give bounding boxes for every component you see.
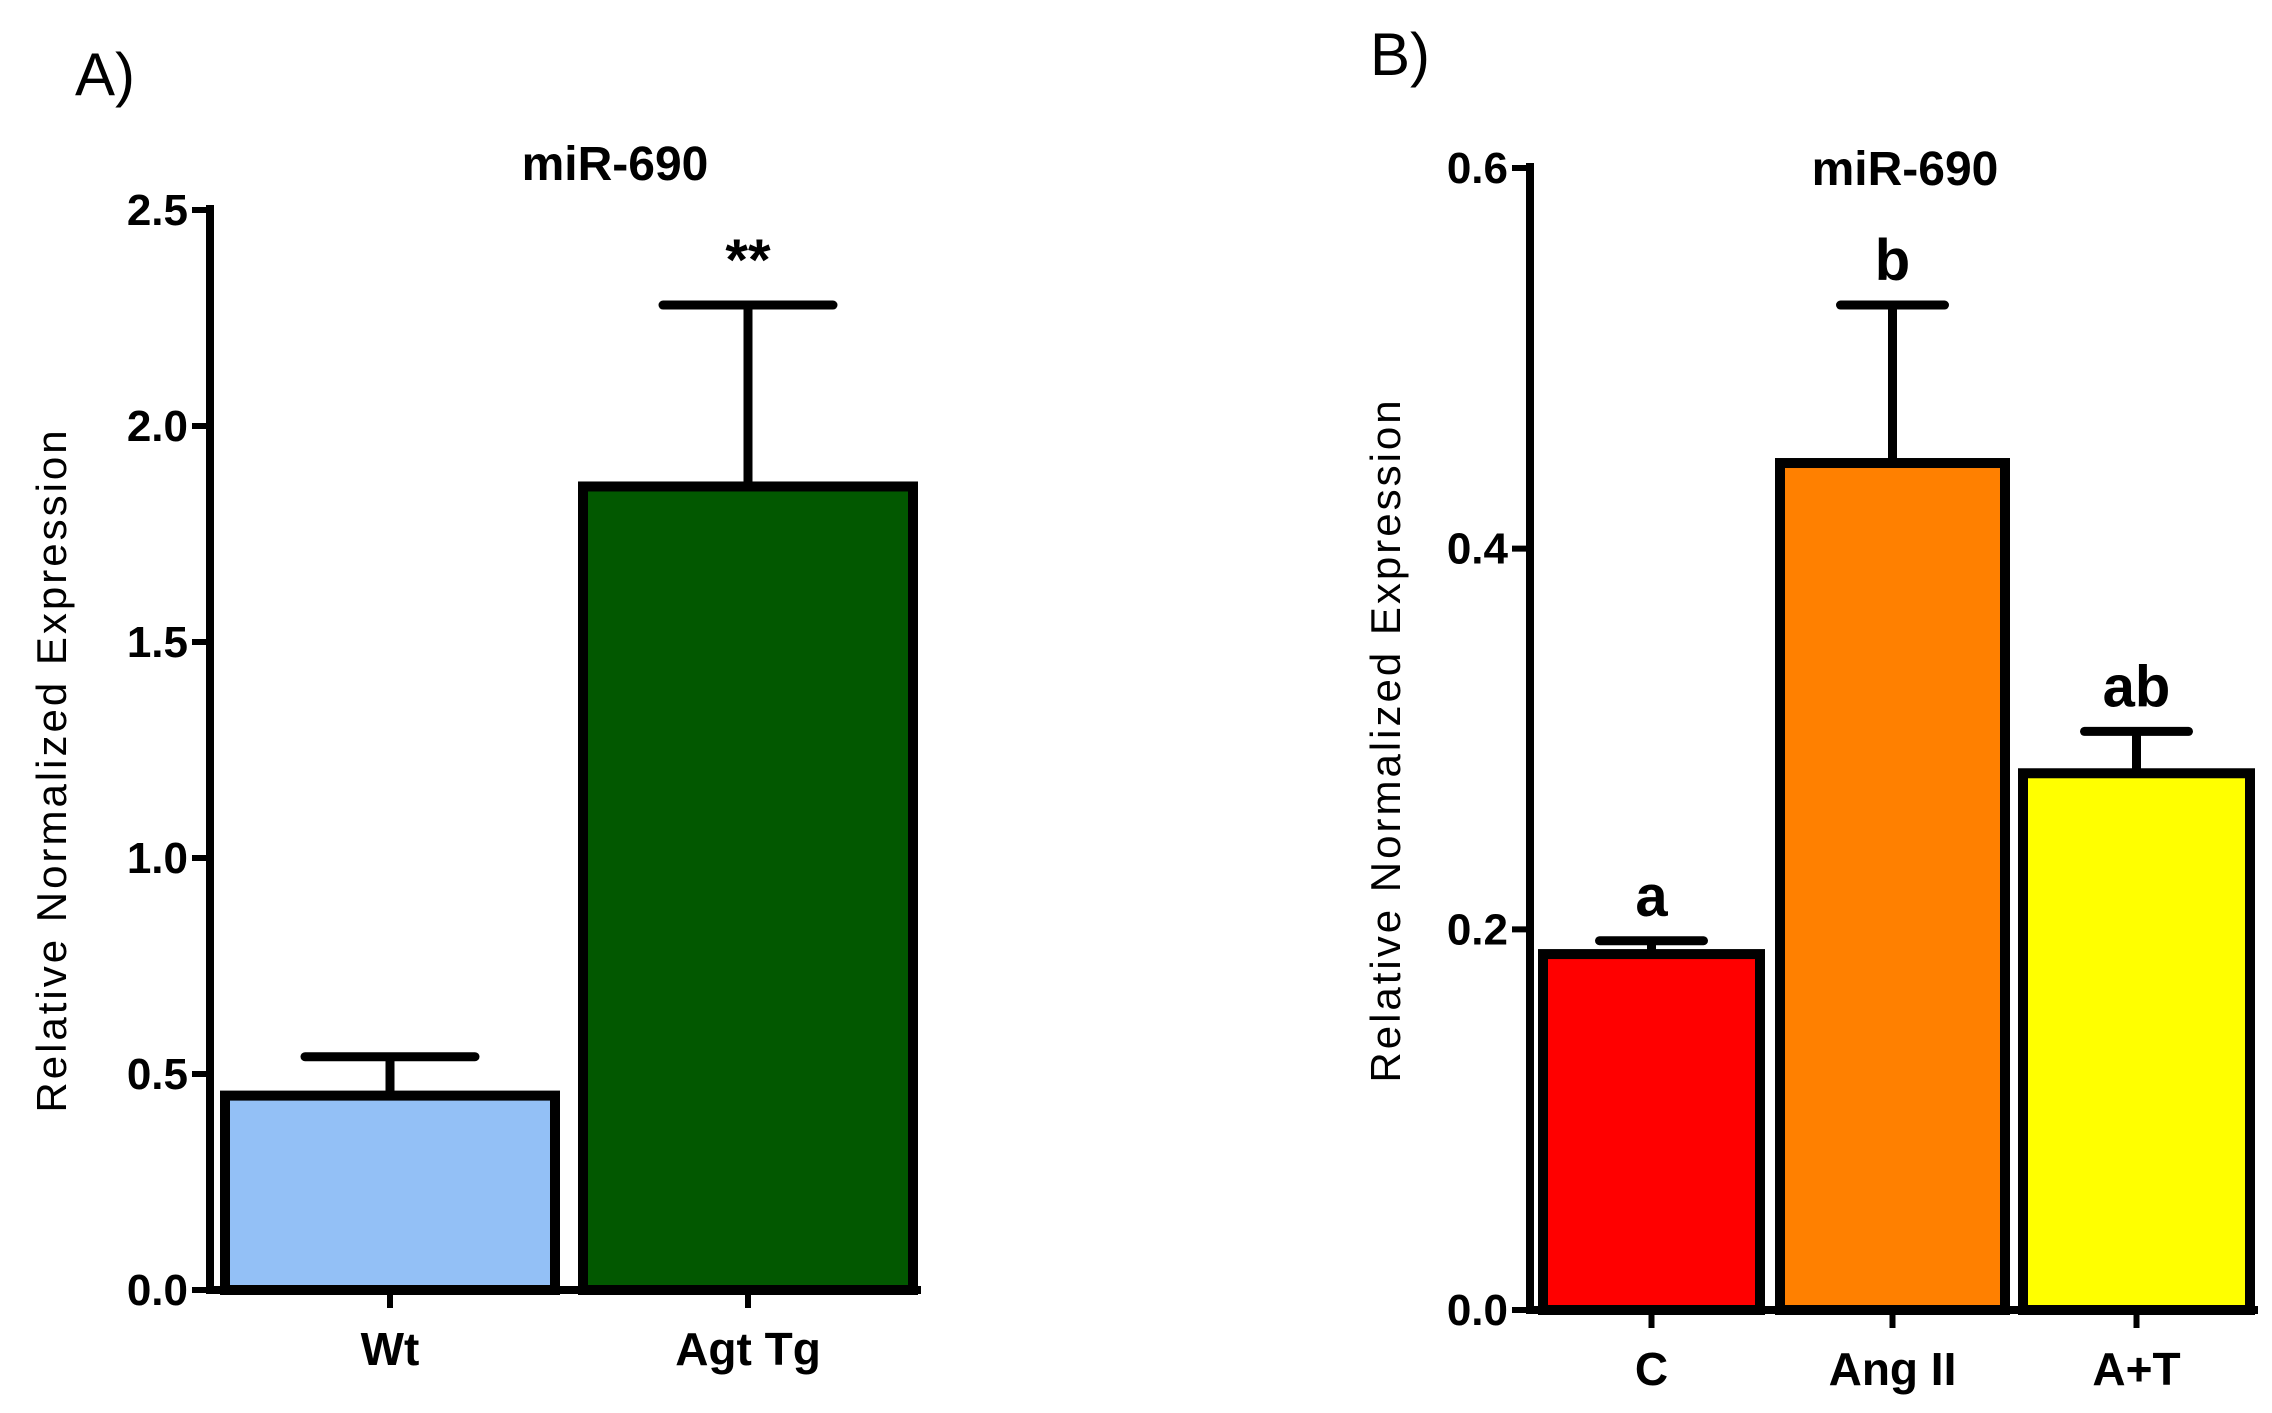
panel-a-y-tick-label-3: 1.5: [127, 618, 188, 667]
panel-a-bar-1: [578, 481, 918, 1296]
panel-a-category-label-1: Agt Tg: [675, 1323, 821, 1375]
panel-b: B) miR-690 Relative Normalized Expressio…: [1362, 21, 2258, 1395]
panel-a-y-tick-label-2: 1.0: [127, 834, 188, 883]
panel-b-bar-1: [1775, 458, 2010, 1315]
panel-b-y-tick-label-3: 0.6: [1447, 144, 1508, 193]
panel-a-y-tick-label-5: 2.5: [127, 186, 188, 235]
panel-a-y-tick-label-1: 0.5: [127, 1050, 188, 1099]
panel-a: A) miR-690 Relative Normalized Expressio…: [28, 41, 921, 1375]
panel-b-label: B): [1370, 21, 1430, 88]
panel-a-significance-label-1: **: [725, 228, 771, 293]
panel-b-significance-label-0: a: [1635, 864, 1668, 929]
panel-b-y-tick-label-2: 0.4: [1447, 525, 1509, 574]
panel-a-label: A): [75, 41, 135, 108]
panel-b-bar-0: [1538, 949, 1765, 1315]
panel-b-y-axis-label: Relative Normalized Expression: [1362, 397, 1409, 1082]
panel-b-category-label-2: A+T: [2092, 1343, 2180, 1395]
panel-b-category-label-0: C: [1635, 1343, 1668, 1395]
panel-a-y-tick-label-4: 2.0: [127, 402, 188, 451]
panel-b-y-tick-label-1: 0.2: [1447, 905, 1508, 954]
panel-a-marks: 0.0 0.5 1.0 1.5 2.0 2.5 Wt Agt Tg **: [127, 186, 921, 1375]
panel-a-y-tick-label-0: 0.0: [127, 1266, 188, 1315]
panel-a-y-axis-label: Relative Normalized Expression: [28, 427, 75, 1112]
panel-a-bar-0: [220, 1090, 560, 1295]
panel-b-category-label-1: Ang II: [1829, 1343, 1957, 1395]
panel-b-title: miR-690: [1812, 143, 1999, 196]
panel-b-significance-label-1: b: [1875, 228, 1910, 293]
panel-b-bar-2: [2018, 768, 2255, 1315]
panel-a-category-label-0: Wt: [361, 1323, 420, 1375]
panel-a-title: miR-690: [522, 138, 709, 191]
panel-b-significance-label-2: ab: [2103, 654, 2171, 719]
panel-b-y-tick-label-0: 0.0: [1447, 1286, 1508, 1335]
panel-b-marks: 0.0 0.2 0.4 0.6 Ca Ang II b A+T ab: [1447, 144, 2258, 1395]
